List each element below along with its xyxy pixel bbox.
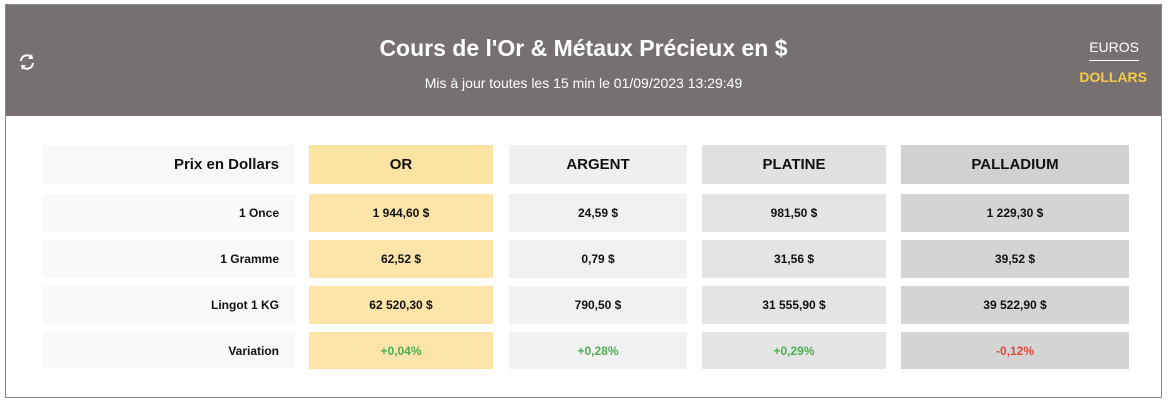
column-header: ARGENT	[509, 145, 687, 184]
price-cell: 62,52 $	[309, 240, 493, 278]
price-cell: 31,56 $	[702, 240, 886, 278]
header: Cours de l'Or & Métaux Précieux en $ Mis…	[6, 5, 1161, 116]
price-cell: +0,28%	[509, 332, 687, 369]
price-cell: 24,59 $	[509, 194, 687, 232]
column-header: OR	[309, 145, 493, 184]
currency-option[interactable]: DOLLARS	[1079, 69, 1147, 85]
row-label: Variation	[43, 332, 295, 369]
price-cell: +0,29%	[702, 332, 886, 369]
price-cell: 790,50 $	[509, 286, 687, 324]
column-header: PALLADIUM	[901, 145, 1129, 184]
row-label: Lingot 1 KG	[43, 286, 295, 324]
price-cell: +0,04%	[309, 332, 493, 369]
column-header: Prix en Dollars	[43, 145, 295, 184]
price-cell: 1 229,30 $	[901, 194, 1129, 232]
widget: Cours de l'Or & Métaux Précieux en $ Mis…	[5, 4, 1162, 398]
title: Cours de l'Or & Métaux Précieux en $	[379, 35, 788, 61]
row-label: 1 Gramme	[43, 240, 295, 278]
price-cell: 981,50 $	[702, 194, 886, 232]
currency-option[interactable]: EUROS	[1089, 39, 1139, 61]
price-cell: 31 555,90 $	[702, 286, 886, 324]
price-cell: 62 520,30 $	[309, 286, 493, 324]
refresh-icon[interactable]	[17, 52, 37, 72]
price-cell: 39 522,90 $	[901, 286, 1129, 324]
price-cell: 39,52 $	[901, 240, 1129, 278]
row-label: 1 Once	[43, 194, 295, 232]
column-header: PLATINE	[702, 145, 886, 184]
subtitle: Mis à jour toutes les 15 min le 01/09/20…	[424, 75, 743, 91]
price-cell: -0,12%	[901, 332, 1129, 369]
price-cell: 1 944,60 $	[309, 194, 493, 232]
price-cell: 0,79 $	[509, 240, 687, 278]
